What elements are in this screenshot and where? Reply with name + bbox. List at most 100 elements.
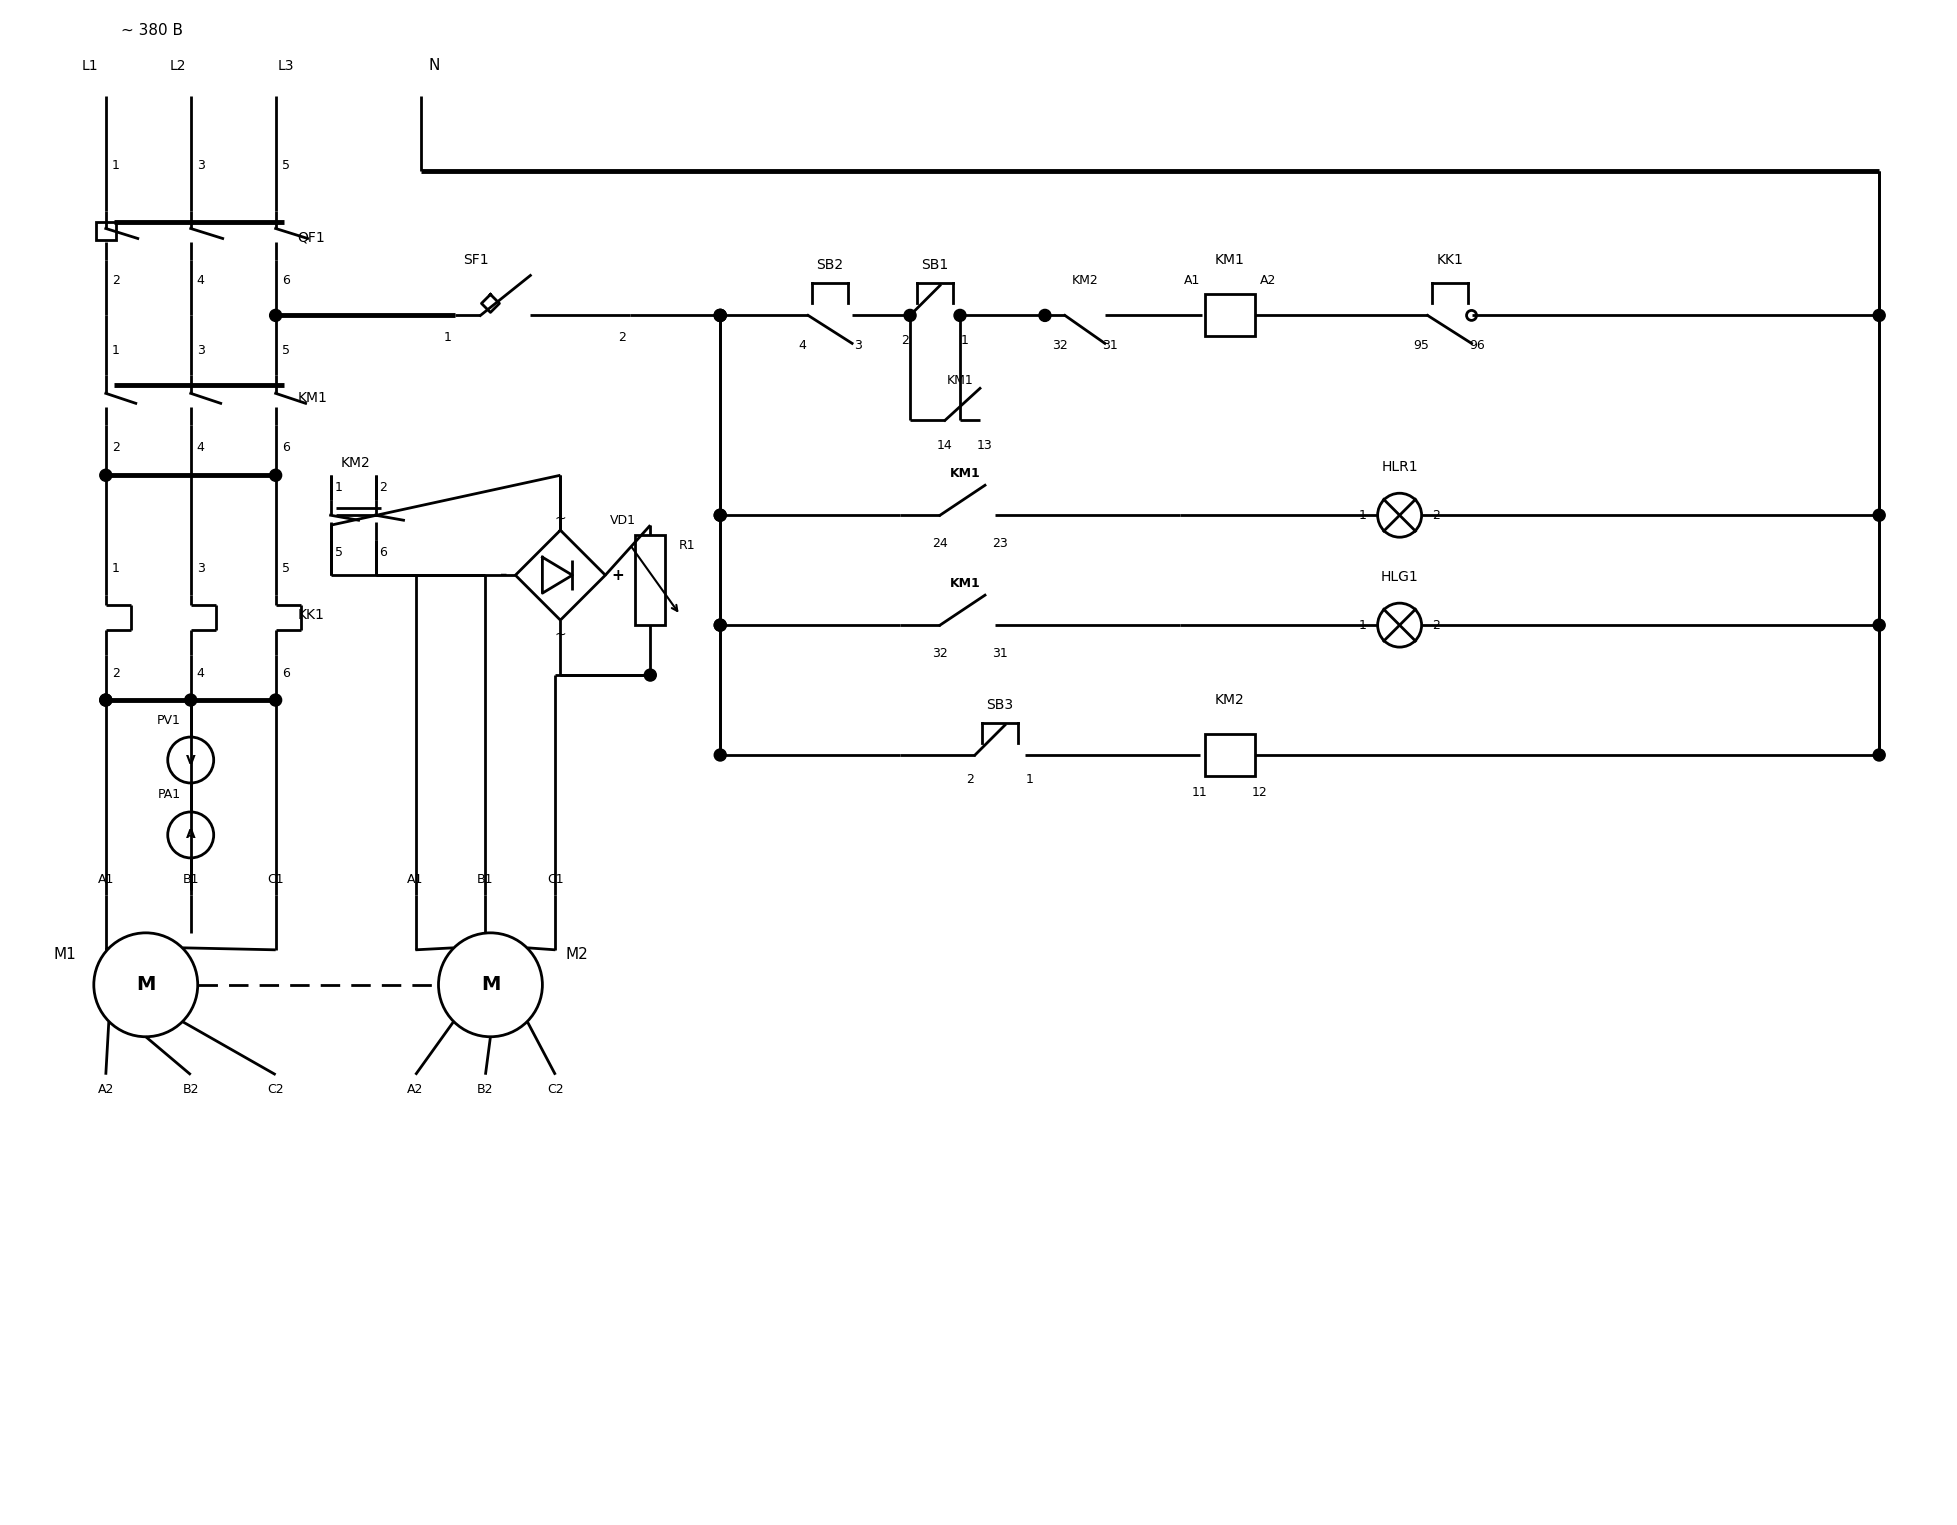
Text: HLR1: HLR1 xyxy=(1380,461,1417,474)
Text: B1: B1 xyxy=(182,874,200,886)
Text: C1: C1 xyxy=(268,874,284,886)
Text: ~: ~ xyxy=(554,628,566,642)
Text: 13: 13 xyxy=(977,439,992,451)
Text: L2: L2 xyxy=(168,58,186,73)
Text: 1: 1 xyxy=(444,331,452,345)
Text: KM1: KM1 xyxy=(945,374,973,387)
Circle shape xyxy=(1873,509,1885,522)
Text: 2: 2 xyxy=(1433,509,1440,522)
Bar xyxy=(1204,294,1254,337)
Text: 3: 3 xyxy=(196,343,205,357)
Text: HLG1: HLG1 xyxy=(1380,570,1417,584)
Text: QF1: QF1 xyxy=(297,230,325,244)
Text: 6: 6 xyxy=(282,441,290,454)
Circle shape xyxy=(714,310,726,322)
Text: A1: A1 xyxy=(98,874,114,886)
Text: 32: 32 xyxy=(932,647,947,660)
Text: KM2: KM2 xyxy=(341,456,370,470)
Text: KK1: KK1 xyxy=(297,608,325,622)
Text: 1: 1 xyxy=(335,480,342,494)
Text: M: M xyxy=(481,976,499,994)
Text: 6: 6 xyxy=(282,666,290,680)
Text: KM1: KM1 xyxy=(949,467,980,480)
Text: B1: B1 xyxy=(478,874,493,886)
Text: 4: 4 xyxy=(196,274,205,287)
Text: 96: 96 xyxy=(1470,339,1485,352)
Text: V: V xyxy=(186,753,196,767)
Text: 5: 5 xyxy=(282,561,290,575)
Circle shape xyxy=(184,694,196,706)
Text: 2: 2 xyxy=(900,334,908,346)
Text: SB2: SB2 xyxy=(816,258,843,273)
Circle shape xyxy=(100,470,112,482)
Text: 2: 2 xyxy=(618,331,626,345)
Text: 1: 1 xyxy=(112,561,119,575)
Text: 2: 2 xyxy=(1433,619,1440,631)
Text: 1: 1 xyxy=(112,159,119,172)
Circle shape xyxy=(714,509,726,522)
Text: 14: 14 xyxy=(937,439,953,451)
Text: 5: 5 xyxy=(282,159,290,172)
Circle shape xyxy=(1039,310,1051,322)
Text: 11: 11 xyxy=(1192,787,1207,799)
Circle shape xyxy=(270,694,282,706)
Text: N: N xyxy=(429,58,440,73)
Text: 3: 3 xyxy=(196,159,205,172)
Text: 6: 6 xyxy=(380,546,387,558)
Text: C2: C2 xyxy=(546,1083,564,1096)
Circle shape xyxy=(100,694,112,706)
Text: +: + xyxy=(611,567,624,583)
Circle shape xyxy=(714,509,726,522)
Text: 2: 2 xyxy=(112,274,119,287)
Text: 4: 4 xyxy=(196,441,205,454)
Circle shape xyxy=(904,310,916,322)
Text: KK1: KK1 xyxy=(1434,253,1462,267)
Text: 1: 1 xyxy=(1358,509,1366,522)
Text: 1: 1 xyxy=(112,343,119,357)
Circle shape xyxy=(714,310,726,322)
Text: R1: R1 xyxy=(677,538,695,552)
Bar xyxy=(96,223,115,241)
Circle shape xyxy=(270,470,282,482)
Text: 2: 2 xyxy=(380,480,387,494)
Text: A: A xyxy=(186,828,196,842)
Text: A1: A1 xyxy=(407,874,423,886)
Text: M1: M1 xyxy=(53,947,76,962)
Text: SB3: SB3 xyxy=(986,698,1014,712)
Text: A2: A2 xyxy=(98,1083,114,1096)
Text: L1: L1 xyxy=(80,58,98,73)
Text: 1: 1 xyxy=(1025,773,1033,787)
Text: 1: 1 xyxy=(1358,619,1366,631)
Text: C2: C2 xyxy=(268,1083,284,1096)
Circle shape xyxy=(714,619,726,631)
Text: PV1: PV1 xyxy=(157,714,180,726)
Text: L3: L3 xyxy=(278,58,294,73)
Text: KM1: KM1 xyxy=(949,576,980,590)
Text: 12: 12 xyxy=(1251,787,1266,799)
Text: VD1: VD1 xyxy=(611,514,636,526)
Text: A2: A2 xyxy=(1258,274,1276,287)
Text: C1: C1 xyxy=(546,874,564,886)
Text: SF1: SF1 xyxy=(462,253,487,267)
Text: A2: A2 xyxy=(407,1083,423,1096)
Text: 2: 2 xyxy=(112,441,119,454)
Text: ~: ~ xyxy=(554,511,566,525)
Text: 31: 31 xyxy=(992,647,1008,660)
Circle shape xyxy=(714,310,726,322)
Text: -: - xyxy=(499,566,507,584)
Text: 4: 4 xyxy=(196,666,205,680)
Circle shape xyxy=(1873,619,1885,631)
Text: ~ 380 B: ~ 380 B xyxy=(121,23,182,38)
Text: 5: 5 xyxy=(335,546,342,558)
Text: 95: 95 xyxy=(1413,339,1429,352)
Text: KM2: KM2 xyxy=(1213,692,1245,708)
Text: 23: 23 xyxy=(992,537,1008,549)
Text: B2: B2 xyxy=(478,1083,493,1096)
Text: KM1: KM1 xyxy=(297,392,327,406)
Text: KM1: KM1 xyxy=(1213,253,1245,267)
Text: 6: 6 xyxy=(282,274,290,287)
Text: 2: 2 xyxy=(965,773,973,787)
Text: 32: 32 xyxy=(1051,339,1067,352)
Text: M: M xyxy=(135,976,155,994)
Text: 2: 2 xyxy=(112,666,119,680)
